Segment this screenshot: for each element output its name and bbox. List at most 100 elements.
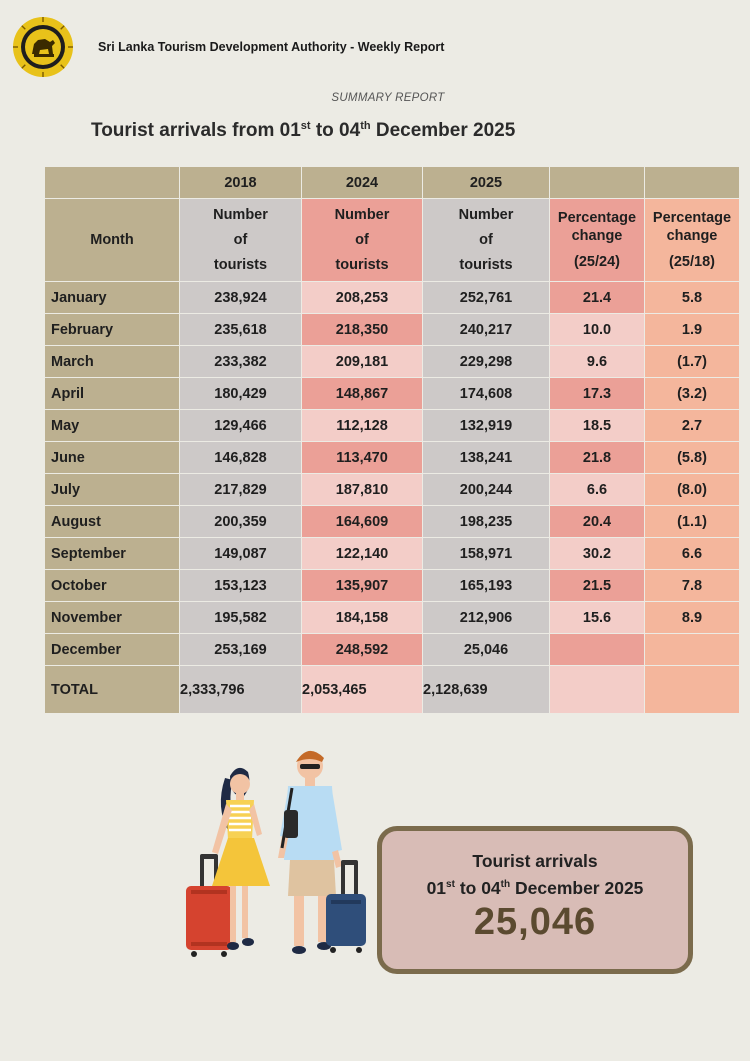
table-row: February 235,618 218,350 240,217 10.0 1.9: [44, 313, 740, 346]
value-2018-cell: 149,087: [179, 537, 302, 570]
pct-25-24-cell: 15.6: [549, 601, 645, 634]
month-cell: January: [44, 281, 180, 314]
month-cell: May: [44, 409, 180, 442]
pct-25-24-cell: 9.6: [549, 345, 645, 378]
value-2025-cell: 132,919: [422, 409, 550, 442]
table-row: July 217,829 187,810 200,244 6.6 (8.0): [44, 473, 740, 506]
report-subtitle: SUMMARY REPORT: [331, 92, 445, 104]
value-2025-cell: 229,298: [422, 345, 550, 378]
pct-25-24-cell: 6.6: [549, 473, 645, 506]
number-header-2024: Number of tourists: [301, 198, 423, 282]
pct-change-header-25-18: Percentage change (25/18): [644, 198, 740, 282]
table-row: January 238,924 208,253 252,761 21.4 5.8: [44, 281, 740, 314]
table-row: October 153,123 135,907 165,193 21.5 7.8: [44, 569, 740, 602]
year-header-row: 2018 2024 2025: [44, 166, 740, 199]
pct-change-header-25-24: Percentage change (25/24): [549, 198, 645, 282]
value-2024-cell: 184,158: [301, 601, 423, 634]
year-2024-header: 2024: [301, 166, 423, 199]
page-title: Tourist arrivals from 01st to 04th Decem…: [91, 120, 516, 141]
organization-name: Sri Lanka Tourism Development Authority …: [98, 40, 445, 54]
month-cell: December: [44, 633, 180, 666]
sri-lanka-lion-emblem-icon: [13, 17, 73, 77]
number-header-2018: Number of tourists: [179, 198, 302, 282]
month-cell: February: [44, 313, 180, 346]
value-2018-cell: 146,828: [179, 441, 302, 474]
total-2025: 2,128,639: [422, 665, 550, 714]
year-header-blank: [44, 166, 180, 199]
total-pct-25-18: [644, 665, 740, 714]
pct-25-18-cell: (1.7): [644, 345, 740, 378]
value-2024-cell: 218,350: [301, 313, 423, 346]
table-row: August 200,359 164,609 198,235 20.4 (1.1): [44, 505, 740, 538]
table-row: November 195,582 184,158 212,906 15.6 8.9: [44, 601, 740, 634]
table-row: March 233,382 209,181 229,298 9.6 (1.7): [44, 345, 740, 378]
pct-25-18-cell: [644, 633, 740, 666]
value-2024-cell: 113,470: [301, 441, 423, 474]
pct-25-18-cell: 6.6: [644, 537, 740, 570]
column-header-row: Month Number of tourists Number of tourists …: [44, 198, 740, 282]
value-2025-cell: 158,971: [422, 537, 550, 570]
value-2025-cell: 198,235: [422, 505, 550, 538]
number-header-2025: Number of tourists: [422, 198, 550, 282]
summary-value: 25,046: [473, 901, 597, 943]
month-cell: October: [44, 569, 180, 602]
pct-25-24-cell: 30.2: [549, 537, 645, 570]
pct-25-18-cell: 8.9: [644, 601, 740, 634]
value-2025-cell: 165,193: [422, 569, 550, 602]
summary-title: Tourist arrivals: [472, 851, 598, 871]
summary-period: 01st to 04th December 2025: [426, 878, 644, 898]
table-row: May 129,466 112,128 132,919 18.5 2.7: [44, 409, 740, 442]
value-2024-cell: 208,253: [301, 281, 423, 314]
value-2018-cell: 153,123: [179, 569, 302, 602]
table-body: January 238,924 208,253 252,761 21.4 5.8 Febru…: [44, 281, 740, 666]
pct-25-18-cell: 7.8: [644, 569, 740, 602]
value-2018-cell: 195,582: [179, 601, 302, 634]
value-2024-cell: 248,592: [301, 633, 423, 666]
value-2018-cell: 235,618: [179, 313, 302, 346]
value-2018-cell: 217,829: [179, 473, 302, 506]
pct-25-24-cell: 17.3: [549, 377, 645, 410]
value-2025-cell: 240,217: [422, 313, 550, 346]
value-2024-cell: 122,140: [301, 537, 423, 570]
arrivals-table: 2018 2024 2025 Month Number of tourists Nu…: [44, 166, 740, 714]
value-2018-cell: 200,359: [179, 505, 302, 538]
value-2024-cell: 135,907: [301, 569, 423, 602]
value-2024-cell: 209,181: [301, 345, 423, 378]
value-2024-cell: 187,810: [301, 473, 423, 506]
value-2024-cell: 148,867: [301, 377, 423, 410]
value-2025-cell: 212,906: [422, 601, 550, 634]
total-row: TOTAL 2,333,796 2,053,465 2,128,639: [44, 665, 740, 714]
value-2018-cell: 129,466: [179, 409, 302, 442]
table-row: September 149,087 122,140 158,971 30.2 6.6: [44, 537, 740, 570]
value-2024-cell: 164,609: [301, 505, 423, 538]
value-2025-cell: 25,046: [422, 633, 550, 666]
year-header-blank: [644, 166, 740, 199]
month-cell: August: [44, 505, 180, 538]
pct-25-24-cell: 21.4: [549, 281, 645, 314]
month-cell: September: [44, 537, 180, 570]
pct-25-24-cell: [549, 633, 645, 666]
value-2018-cell: 233,382: [179, 345, 302, 378]
travelers-illustration: [186, 750, 366, 957]
value-2025-cell: 252,761: [422, 281, 550, 314]
pct-25-18-cell: 5.8: [644, 281, 740, 314]
value-2025-cell: 174,608: [422, 377, 550, 410]
month-cell: July: [44, 473, 180, 506]
month-header: Month: [44, 198, 180, 282]
value-2018-cell: 253,169: [179, 633, 302, 666]
pct-25-24-cell: 20.4: [549, 505, 645, 538]
total-2024: 2,053,465: [301, 665, 423, 714]
month-cell: April: [44, 377, 180, 410]
value-2024-cell: 112,128: [301, 409, 423, 442]
value-2025-cell: 138,241: [422, 441, 550, 474]
value-2018-cell: 238,924: [179, 281, 302, 314]
month-cell: March: [44, 345, 180, 378]
pct-25-24-cell: 10.0: [549, 313, 645, 346]
table-row: April 180,429 148,867 174,608 17.3 (3.2): [44, 377, 740, 410]
value-2018-cell: 180,429: [179, 377, 302, 410]
year-2025-header: 2025: [422, 166, 550, 199]
table-row: December 253,169 248,592 25,046: [44, 633, 740, 666]
pct-25-24-cell: 21.5: [549, 569, 645, 602]
pct-25-24-cell: 18.5: [549, 409, 645, 442]
total-pct-25-24: [549, 665, 645, 714]
